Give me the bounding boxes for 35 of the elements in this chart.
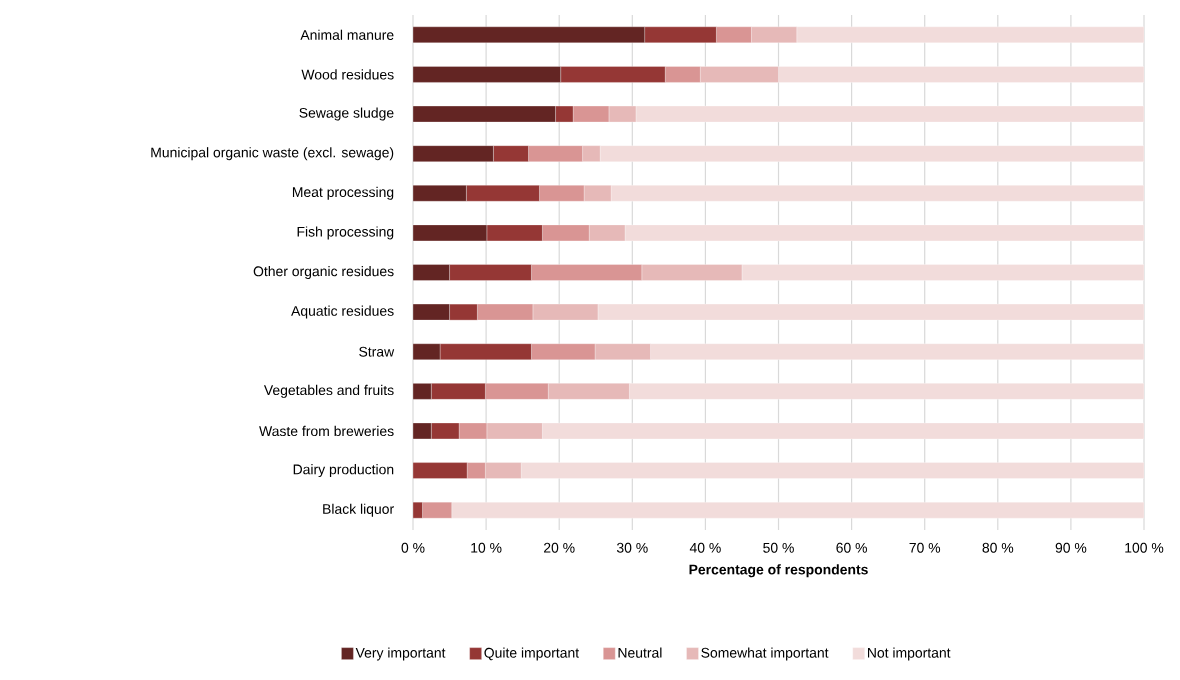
x-tick-label: 100 % — [1125, 542, 1164, 553]
y-tick-label: Waste from breweries — [259, 425, 394, 437]
y-tick-label: Sewage sludge — [299, 107, 394, 121]
y-tick-label: Municipal organic waste (excl. sewage) — [151, 147, 394, 161]
y-tick-label: Fish processing — [297, 226, 394, 240]
x-tick-label: 70 % — [909, 542, 941, 553]
x-tick-label: 30 % — [616, 542, 648, 553]
x-tick-label: 90 % — [1055, 542, 1087, 553]
y-tick-label: Wood residues — [301, 69, 394, 80]
x-tick-label: 80 % — [982, 542, 1014, 553]
y-tick-label: Aquatic residues — [291, 305, 394, 319]
y-tick-label: Dairy production — [293, 464, 394, 478]
x-tick-label: 60 % — [836, 542, 867, 553]
bar — [413, 26, 645, 43]
y-tick-label: Black liquor — [323, 503, 394, 517]
legend-label: Neutral — [618, 647, 662, 658]
legend-label: Somewhat important — [701, 647, 829, 661]
legend-label: Quite important — [484, 647, 580, 661]
y-tick-label: Meat processing — [292, 186, 394, 200]
bar — [413, 185, 467, 202]
legend-label: Not important — [868, 647, 951, 661]
y-tick-label: Straw — [359, 346, 395, 357]
x-axis-title: Percentage of respondents — [689, 564, 868, 578]
x-tick-label: 0 % — [401, 542, 425, 553]
x-tick-label: 20 % — [544, 542, 575, 553]
y-tick-label: Animal manure — [300, 29, 394, 40]
bar — [413, 66, 561, 83]
x-tick-label: 50 % — [763, 542, 794, 553]
y-tick-label: Vegetables and fruits — [263, 384, 394, 398]
legend-label: Very important — [355, 647, 446, 661]
x-tick-label: 40 % — [689, 542, 721, 553]
bar — [413, 145, 494, 162]
x-tick-label: 10 % — [471, 542, 502, 553]
y-tick-label: Other organic residues — [253, 266, 394, 279]
bar — [413, 264, 450, 281]
